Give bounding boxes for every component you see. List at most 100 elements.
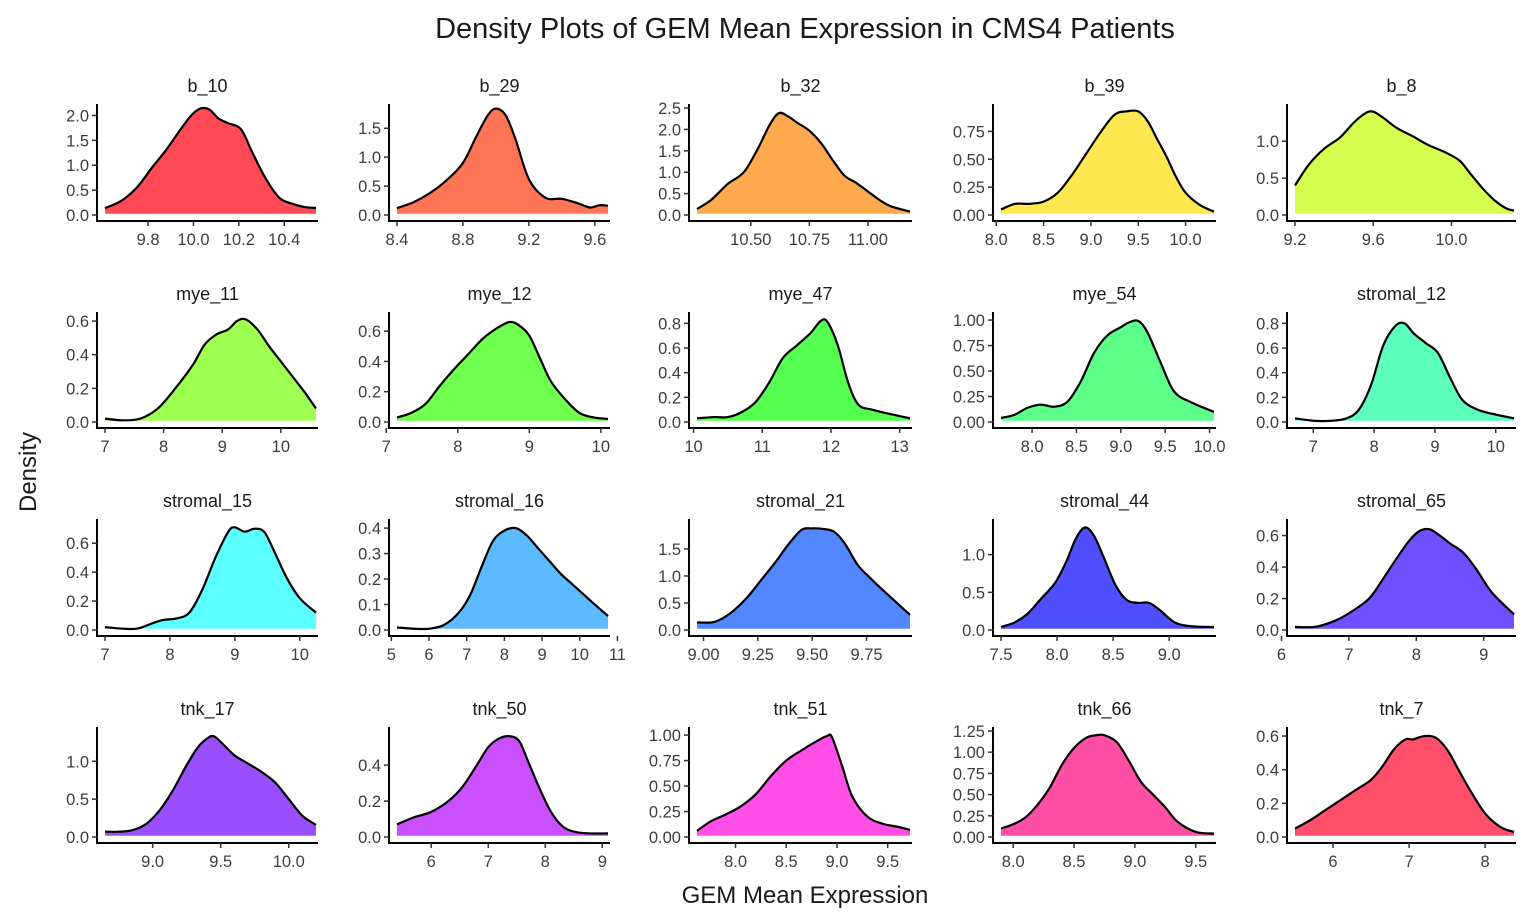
panel-tnk_17: tnk_17 0.0 0.5 1.0 9.0 9.5 10.0 <box>66 699 318 871</box>
density-area <box>397 736 608 837</box>
panel-title: mye_11 <box>176 284 239 305</box>
facet-panels: b_10 0.0 0.5 1.0 1.5 2.0 9.8 10.0 10.2 10.4 b_29 0.… <box>66 76 1516 871</box>
x-tick-label: 9.0 <box>826 853 849 871</box>
panel-title: tnk_51 <box>773 699 827 720</box>
panel-title: mye_12 <box>467 284 531 305</box>
chart-title: Density Plots of GEM Mean Expression in … <box>435 13 1175 45</box>
x-tick-label: 9.5 <box>876 853 899 871</box>
x-tick-label: 9.00 <box>687 646 719 664</box>
y-tick-label: 1.00 <box>953 312 985 330</box>
y-tick-label: 0.0 <box>658 414 681 432</box>
x-tick-label: 10.4 <box>268 231 300 249</box>
y-tick-label: 0.75 <box>953 338 985 356</box>
y-tick-label: 0.5 <box>962 584 985 602</box>
y-tick-label: 0.4 <box>358 520 381 538</box>
y-tick-label: 0.0 <box>1256 414 1279 432</box>
x-tick-label: 9 <box>525 438 534 456</box>
y-tick-label: 0.0 <box>358 829 381 847</box>
y-tick-label: 0.6 <box>1256 728 1279 746</box>
x-tick-label: 9.5 <box>1127 231 1150 249</box>
panel-stromal_65: stromal_65 0.0 0.2 0.4 0.6 6 7 8 9 <box>1256 491 1516 664</box>
y-tick-label: 0.6 <box>358 323 381 341</box>
y-tick-label: 2.0 <box>66 107 89 125</box>
x-tick-label: 7 <box>1404 853 1413 871</box>
x-tick-label: 6 <box>427 853 436 871</box>
x-tick-label: 9.75 <box>850 646 882 664</box>
y-tick-label: 1.0 <box>66 157 89 175</box>
x-tick-label: 6 <box>424 646 433 664</box>
y-tick-label: 0.75 <box>953 123 985 141</box>
y-tick-label: 0.2 <box>66 593 89 611</box>
density-area <box>105 107 316 215</box>
y-tick-label: 0.3 <box>358 546 381 564</box>
panel-title: stromal_65 <box>1357 491 1446 512</box>
panel-title: tnk_50 <box>472 699 526 720</box>
panel-title: stromal_16 <box>455 491 544 512</box>
panel-title: mye_54 <box>1072 284 1136 305</box>
x-tick-label: 9.5 <box>1184 853 1207 871</box>
x-tick-label: 11.00 <box>848 231 888 249</box>
density-area <box>1295 735 1514 837</box>
y-tick-label: 1.0 <box>962 547 985 565</box>
density-curve <box>104 526 317 631</box>
y-tick-label: 0.0 <box>358 207 381 225</box>
x-tick-label: 8.0 <box>1002 853 1025 871</box>
y-tick-label: 0.0 <box>658 207 681 225</box>
density-area <box>397 527 608 630</box>
panel-title: b_8 <box>1386 76 1416 97</box>
x-tick-label: 8.5 <box>1063 853 1086 871</box>
panel-tnk_7: tnk_7 0.0 0.2 0.4 0.6 6 7 8 <box>1256 699 1516 871</box>
density-area <box>697 319 910 422</box>
x-tick-label: 8.5 <box>1102 646 1125 664</box>
density-curve <box>104 106 317 210</box>
panel-title: b_39 <box>1084 76 1124 97</box>
x-tick-label: 9 <box>1430 438 1439 456</box>
x-tick-label: 11 <box>754 438 771 456</box>
y-tick-label: 0.0 <box>66 622 89 640</box>
y-tick-label: 1.0 <box>66 753 89 771</box>
density-area <box>697 528 910 630</box>
x-axis-title: GEM Mean Expression <box>682 882 929 909</box>
x-tick-label: 10 <box>684 438 702 456</box>
y-tick-label: 1.5 <box>66 132 89 150</box>
x-tick-label: 8 <box>1481 853 1490 871</box>
y-axis-title: Density <box>15 432 42 512</box>
y-tick-label: 0.4 <box>66 347 89 365</box>
x-tick-label: 9.6 <box>1362 231 1385 249</box>
x-tick-label: 9.0 <box>1109 438 1132 456</box>
panel-b_29: b_29 0.0 0.5 1.0 1.5 8.4 8.8 9.2 9.6 <box>358 76 610 249</box>
density-curve <box>1294 527 1515 629</box>
x-tick-label: 8 <box>541 853 550 871</box>
x-tick-label: 7 <box>100 438 109 456</box>
x-tick-label: 6 <box>1328 853 1337 871</box>
x-tick-label: 9 <box>598 853 607 871</box>
panel-b_32: b_32 0.0 0.5 1.0 1.5 2.0 2.5 10.50 10.75 11.00 <box>658 76 912 249</box>
density-area <box>1001 734 1214 837</box>
y-tick-label: 0.6 <box>658 340 681 358</box>
x-tick-label: 10 <box>1487 438 1505 456</box>
x-tick-label: 9 <box>1479 646 1488 664</box>
y-tick-label: 0.0 <box>658 622 681 640</box>
panel-stromal_16: stromal_16 0.0 0.1 0.2 0.3 0.4 5 6 7 8 9 10 11 <box>358 491 626 664</box>
y-tick-label: 0.00 <box>649 829 681 847</box>
panel-title: stromal_12 <box>1357 284 1446 305</box>
y-tick-label: 0.4 <box>358 757 381 775</box>
x-tick-label: 9.0 <box>1079 231 1102 249</box>
density-curve <box>1000 526 1215 629</box>
panel-tnk_50: tnk_50 0.0 0.2 0.4 6 7 8 9 <box>358 699 610 871</box>
x-tick-label: 8 <box>1412 646 1421 664</box>
density-curve <box>696 318 911 420</box>
panel-title: mye_47 <box>768 284 832 305</box>
panel-stromal_21: stromal_21 0.0 0.5 1.0 1.5 9.00 9.25 9.50 9.75 <box>658 491 912 664</box>
panel-stromal_44: stromal_44 0.0 0.5 1.0 7.5 8.0 8.5 9.0 <box>962 491 1216 664</box>
y-tick-label: 1.0 <box>358 149 381 167</box>
x-tick-label: 10 <box>592 438 610 456</box>
y-tick-label: 0.0 <box>358 414 381 432</box>
x-tick-label: 10.0 <box>1170 231 1202 249</box>
x-tick-label: 10.0 <box>273 853 305 871</box>
y-tick-label: 0.6 <box>1256 340 1279 358</box>
y-tick-label: 0.0 <box>962 622 985 640</box>
y-tick-label: 0.4 <box>66 564 89 582</box>
density-area <box>1295 322 1514 422</box>
